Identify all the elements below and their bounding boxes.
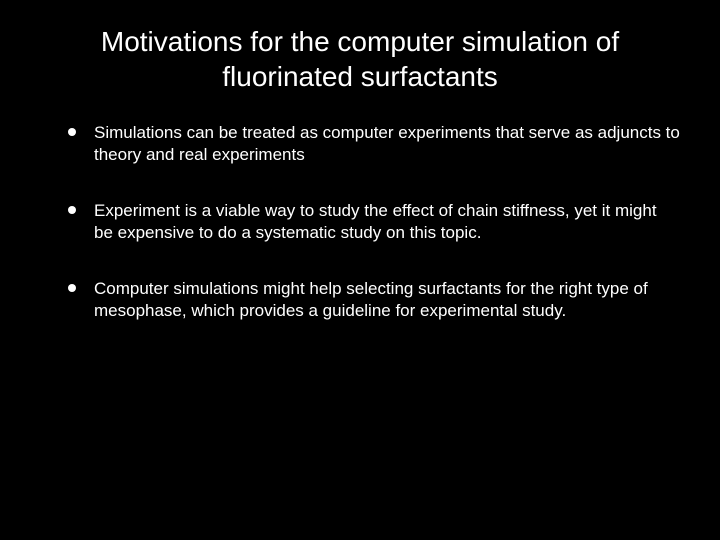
slide-title: Motivations for the computer simulation … [40,24,680,122]
list-item: Computer simulations might help selectin… [68,278,680,322]
slide: Motivations for the computer simulation … [0,0,720,540]
list-item: Experiment is a viable way to study the … [68,200,680,244]
list-item: Simulations can be treated as computer e… [68,122,680,166]
bullet-list: Simulations can be treated as computer e… [40,122,680,323]
